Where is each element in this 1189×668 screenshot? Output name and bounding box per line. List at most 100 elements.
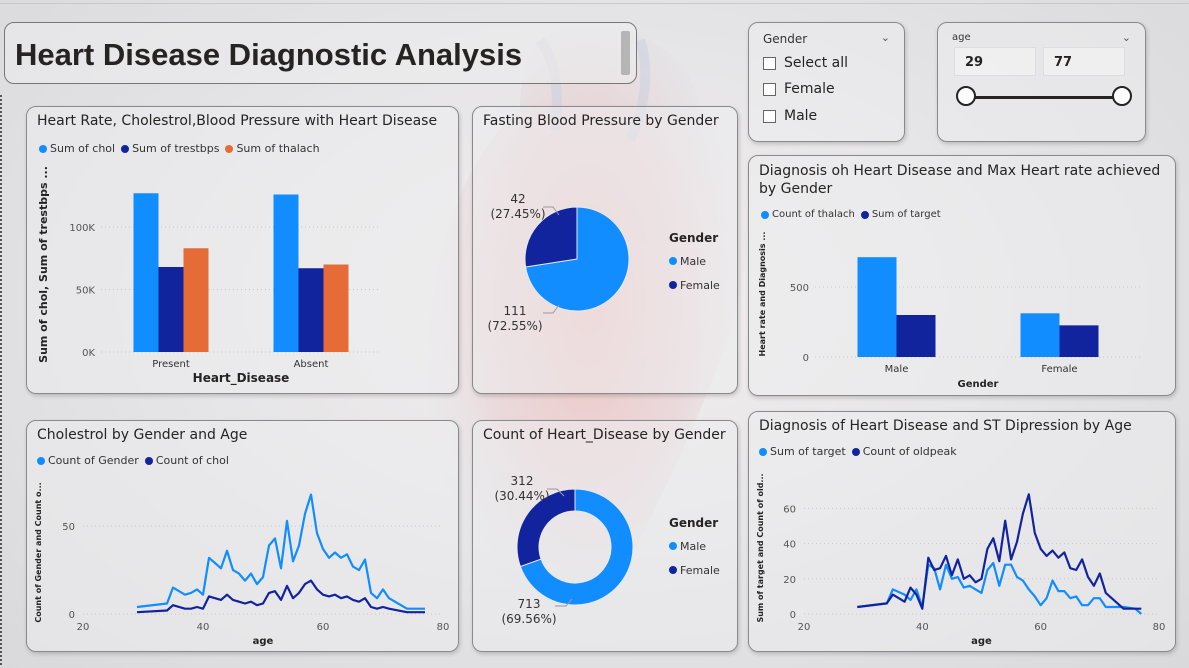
bar-sum-of-trestbps <box>158 267 184 352</box>
legend-label: Sum of target <box>770 445 846 458</box>
x-tick-label: Absent <box>294 359 329 370</box>
diagnosis-max-heart-rate-chart: Diagnosis oh Heart Disease and Max Heart… <box>748 155 1176 396</box>
series-line-sum-of-target <box>857 561 1143 615</box>
legend-marker <box>669 542 677 550</box>
bar-chart-plot: 0K 50K 100K Present Absent Heart_Disease Sum o… <box>37 166 381 386</box>
pie-slice-male <box>519 488 634 606</box>
age-slicer-title: age <box>952 32 971 43</box>
gender-option-label: Male <box>784 108 818 124</box>
data-label-value: 713 <box>518 597 541 611</box>
x-tick-label: 60 <box>317 622 330 633</box>
top-divider <box>0 3 1189 4</box>
checkbox[interactable] <box>763 109 776 123</box>
legend-label: Sum of thalach <box>236 142 320 155</box>
age-slider-max-handle[interactable] <box>1112 86 1132 106</box>
y-tick-label: 0K <box>82 348 95 359</box>
gender-option-male[interactable]: Male <box>763 108 817 124</box>
bar-sum-of-target <box>1059 325 1099 357</box>
age-min-input[interactable]: 29 <box>954 47 1036 76</box>
legend-item: Count of oldpeak <box>851 445 957 458</box>
series-line-count-of-chol <box>136 579 425 614</box>
chart-legend: Count of Gender Count of chol <box>37 454 229 467</box>
pie-chart-plot: 111(72.55%) 42(27.45%) Gender Male Female <box>487 192 720 333</box>
line-chart-plot: 0 50 20 40 60 80 age Count of Gender and Count … <box>34 482 450 647</box>
chart-title-line: Diagnosis oh Heart Disease and Max Heart… <box>759 163 1161 179</box>
left-dotted-border <box>0 95 4 665</box>
chevron-down-icon[interactable]: ⌄ <box>1121 31 1131 44</box>
x-tick-label: Male <box>885 364 909 375</box>
chart-legend: Sum of target Count of oldpeak <box>759 445 957 458</box>
legend-marker <box>669 566 677 574</box>
x-axis-label: Gender <box>958 379 999 390</box>
y-tick-label: 50 <box>62 522 75 533</box>
title-box: Heart Disease Diagnostic Analysis <box>4 22 637 84</box>
chart-title: Diagnosis of Heart Disease and ST Dipres… <box>759 418 1132 434</box>
x-tick-label: 80 <box>437 622 450 633</box>
gender-slicer-title: Gender <box>763 32 808 46</box>
leader-line <box>547 488 565 497</box>
cholesterol-by-gender-age-chart: Cholestrol by Gender and Age Count of Ge… <box>26 420 459 652</box>
y-tick-label: 100K <box>69 223 95 234</box>
y-axis-label: Sum of chol, Sum of trestbps ... <box>37 166 50 363</box>
gender-option-label: Female <box>784 81 835 97</box>
series-line-count-of-gender <box>136 493 425 610</box>
checkbox[interactable] <box>763 82 776 96</box>
chart-title: Fasting Blood Pressure by Gender <box>483 113 719 129</box>
title-scroll-handle <box>621 31 630 75</box>
legend-item: Count of thalach <box>761 209 855 220</box>
heart-rate-cholesterol-bp-chart: Heart Rate, Cholestrol,Blood Pressure wi… <box>26 106 459 394</box>
legend-label: Count of Gender <box>48 454 139 467</box>
legend-item: Sum of target <box>860 209 941 220</box>
checkbox[interactable] <box>763 56 776 70</box>
bar-chart-plot: 0 500 Male Female Gender Heart rate and Diagn… <box>758 232 1141 390</box>
leader-line <box>555 598 573 607</box>
gender-option-select-all[interactable]: Select all <box>763 55 848 71</box>
legend-title: Gender <box>669 231 718 245</box>
fasting-bp-by-gender-chart: Fasting Blood Pressure by Gender 111 (72.… <box>472 106 738 394</box>
gender-option-female[interactable]: Female <box>763 81 835 97</box>
y-tick-label: 500 <box>790 283 809 294</box>
legend-label: Sum of trestbps <box>132 142 220 155</box>
x-axis-label: Heart_Disease <box>193 371 290 386</box>
bar-sum-of-thalach <box>183 248 209 352</box>
chart-title: Heart Rate, Cholestrol,Blood Pressure wi… <box>37 113 438 129</box>
donut-chart-plot: 713(69.56%) 312(30.44%) Gender Male Female <box>494 474 720 626</box>
age-slider-track[interactable] <box>966 96 1122 99</box>
y-tick-label: 0 <box>69 610 75 621</box>
legend-label: Male <box>680 540 706 553</box>
page-title: Heart Disease Diagnostic Analysis <box>15 37 523 72</box>
age-slicer: age ⌄ 29 77 <box>937 22 1146 142</box>
bar-sum-of-thalach <box>323 264 349 352</box>
heart-disease-count-by-gender-chart: Count of Heart_Disease by Gender 713 (69.… <box>472 420 738 652</box>
data-label-percent: (30.44%) <box>494 489 549 503</box>
bar-sum-of-chol <box>273 194 299 352</box>
legend-label: Count of oldpeak <box>862 445 957 458</box>
y-tick-label: 0 <box>803 353 809 364</box>
legend-label: Count of thalach <box>772 209 855 220</box>
x-tick-label: 80 <box>1153 622 1166 633</box>
chart-legend: Count of thalach Sum of target <box>761 209 941 220</box>
y-axis-label: Count of Gender and Count o... <box>34 482 43 622</box>
age-slider-min-handle[interactable] <box>956 86 976 106</box>
gender-option-label: Select all <box>784 55 848 71</box>
bar-sum-of-chol <box>133 193 159 352</box>
legend-item: Count of chol <box>144 454 229 467</box>
x-tick-label: 40 <box>916 622 929 633</box>
x-tick-label: 20 <box>77 622 90 633</box>
bar-sum-of-target <box>896 315 936 357</box>
y-axis-label: Heart rate and Diagnosis ... <box>758 232 767 357</box>
bar-count-of-thalach <box>857 257 897 357</box>
leader-line <box>543 206 560 216</box>
legend-item: Sum of target <box>759 445 846 458</box>
leader-line <box>543 304 560 314</box>
pie-slice-female <box>524 206 578 268</box>
legend-marker <box>669 257 677 265</box>
chart-title: Count of Heart_Disease by Gender <box>483 427 726 443</box>
x-tick-label: 60 <box>1034 622 1047 633</box>
legend-label: Sum of target <box>871 209 941 220</box>
pie-slice-female <box>516 488 576 568</box>
legend-item: Sum of thalach <box>225 142 320 155</box>
age-max-input[interactable]: 77 <box>1043 47 1125 76</box>
chevron-down-icon[interactable]: ⌄ <box>880 31 890 44</box>
